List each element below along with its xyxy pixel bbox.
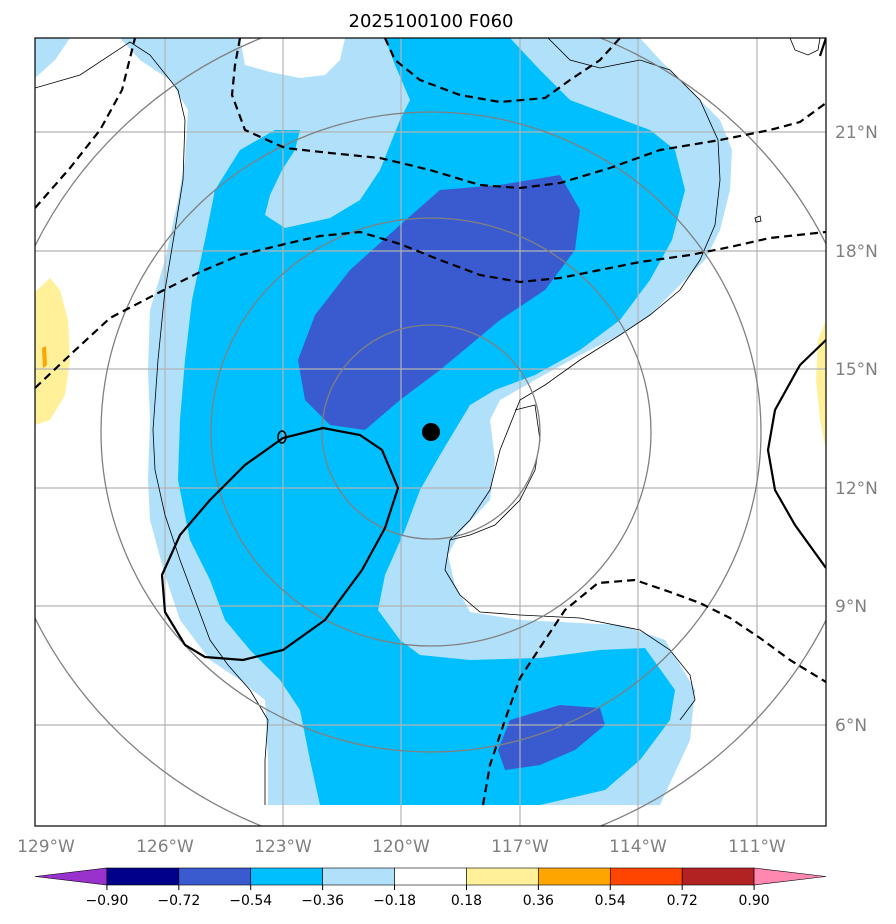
x-tick-label: 111°W <box>728 837 786 857</box>
y-tick-label: 12°N <box>835 479 878 499</box>
colorbar-tick-label: 0.54 <box>595 893 626 909</box>
colorbar-tick-label: 0.72 <box>667 893 698 909</box>
colorbar-bin <box>538 867 611 886</box>
contour-fill-royal-blue <box>298 175 605 770</box>
coastlines <box>35 38 821 805</box>
colorbar-tick-label: 0.18 <box>451 893 482 909</box>
contour-lines-solid <box>160 38 826 662</box>
colorbar-tick-label: −0.54 <box>229 893 272 909</box>
gridlines <box>35 38 826 826</box>
colorbar-tick-label: −0.36 <box>301 893 344 909</box>
x-tick-label: 117°W <box>491 837 549 857</box>
colorbar-bin <box>34 867 108 886</box>
colorbar-bin <box>106 867 180 886</box>
x-tick-label: 114°W <box>609 837 667 857</box>
range-rings <box>35 38 826 826</box>
contour-fill-white-patch <box>240 38 345 78</box>
colorbar-bin <box>178 867 252 886</box>
colorbar-bin <box>250 867 323 886</box>
y-tick-label: 9°N <box>835 597 867 617</box>
colorbar-bin <box>394 867 467 886</box>
y-tick-label: 15°N <box>835 360 878 380</box>
colorbar-tick-label: 0.36 <box>523 893 554 909</box>
contour-fill-orange <box>42 346 47 368</box>
colorbar-tick-label: −0.18 <box>373 893 416 909</box>
y-axis-labels: 21°N 18°N 15°N 12°N 9°N 6°N <box>835 123 878 736</box>
colorbar-bin <box>681 867 755 886</box>
x-axis-labels: 129°W 126°W 123°W 120°W 117°W 114°W 111°… <box>17 837 786 857</box>
colorbar-tick-label: −0.72 <box>157 893 200 909</box>
colorbar: −0.90 −0.72 −0.54 −0.36 −0.18 0.18 0.36 0.54 0.7… <box>34 867 827 909</box>
colorbar-bin <box>609 867 683 886</box>
colorbar-bin <box>322 867 395 886</box>
map-area <box>35 38 826 826</box>
colorbar-bin <box>753 867 827 886</box>
colorbar-tick-label: −0.90 <box>85 893 128 909</box>
y-tick-label: 18°N <box>835 242 878 262</box>
x-tick-label: 120°W <box>372 837 430 857</box>
x-tick-label: 126°W <box>136 837 194 857</box>
chart-title: 2025100100 F060 <box>349 11 514 32</box>
x-tick-label: 129°W <box>17 837 75 857</box>
contour-lines-dashed <box>35 38 826 806</box>
contour-fill-yellow <box>35 278 826 450</box>
colorbar-bin <box>466 867 539 886</box>
y-tick-label: 21°N <box>835 123 878 143</box>
y-tick-label: 6°N <box>835 716 867 736</box>
storm-center-marker <box>422 423 440 441</box>
x-tick-label: 123°W <box>254 837 312 857</box>
map-frame <box>34 37 827 827</box>
colorbar-tick-label: 0.90 <box>739 893 770 909</box>
